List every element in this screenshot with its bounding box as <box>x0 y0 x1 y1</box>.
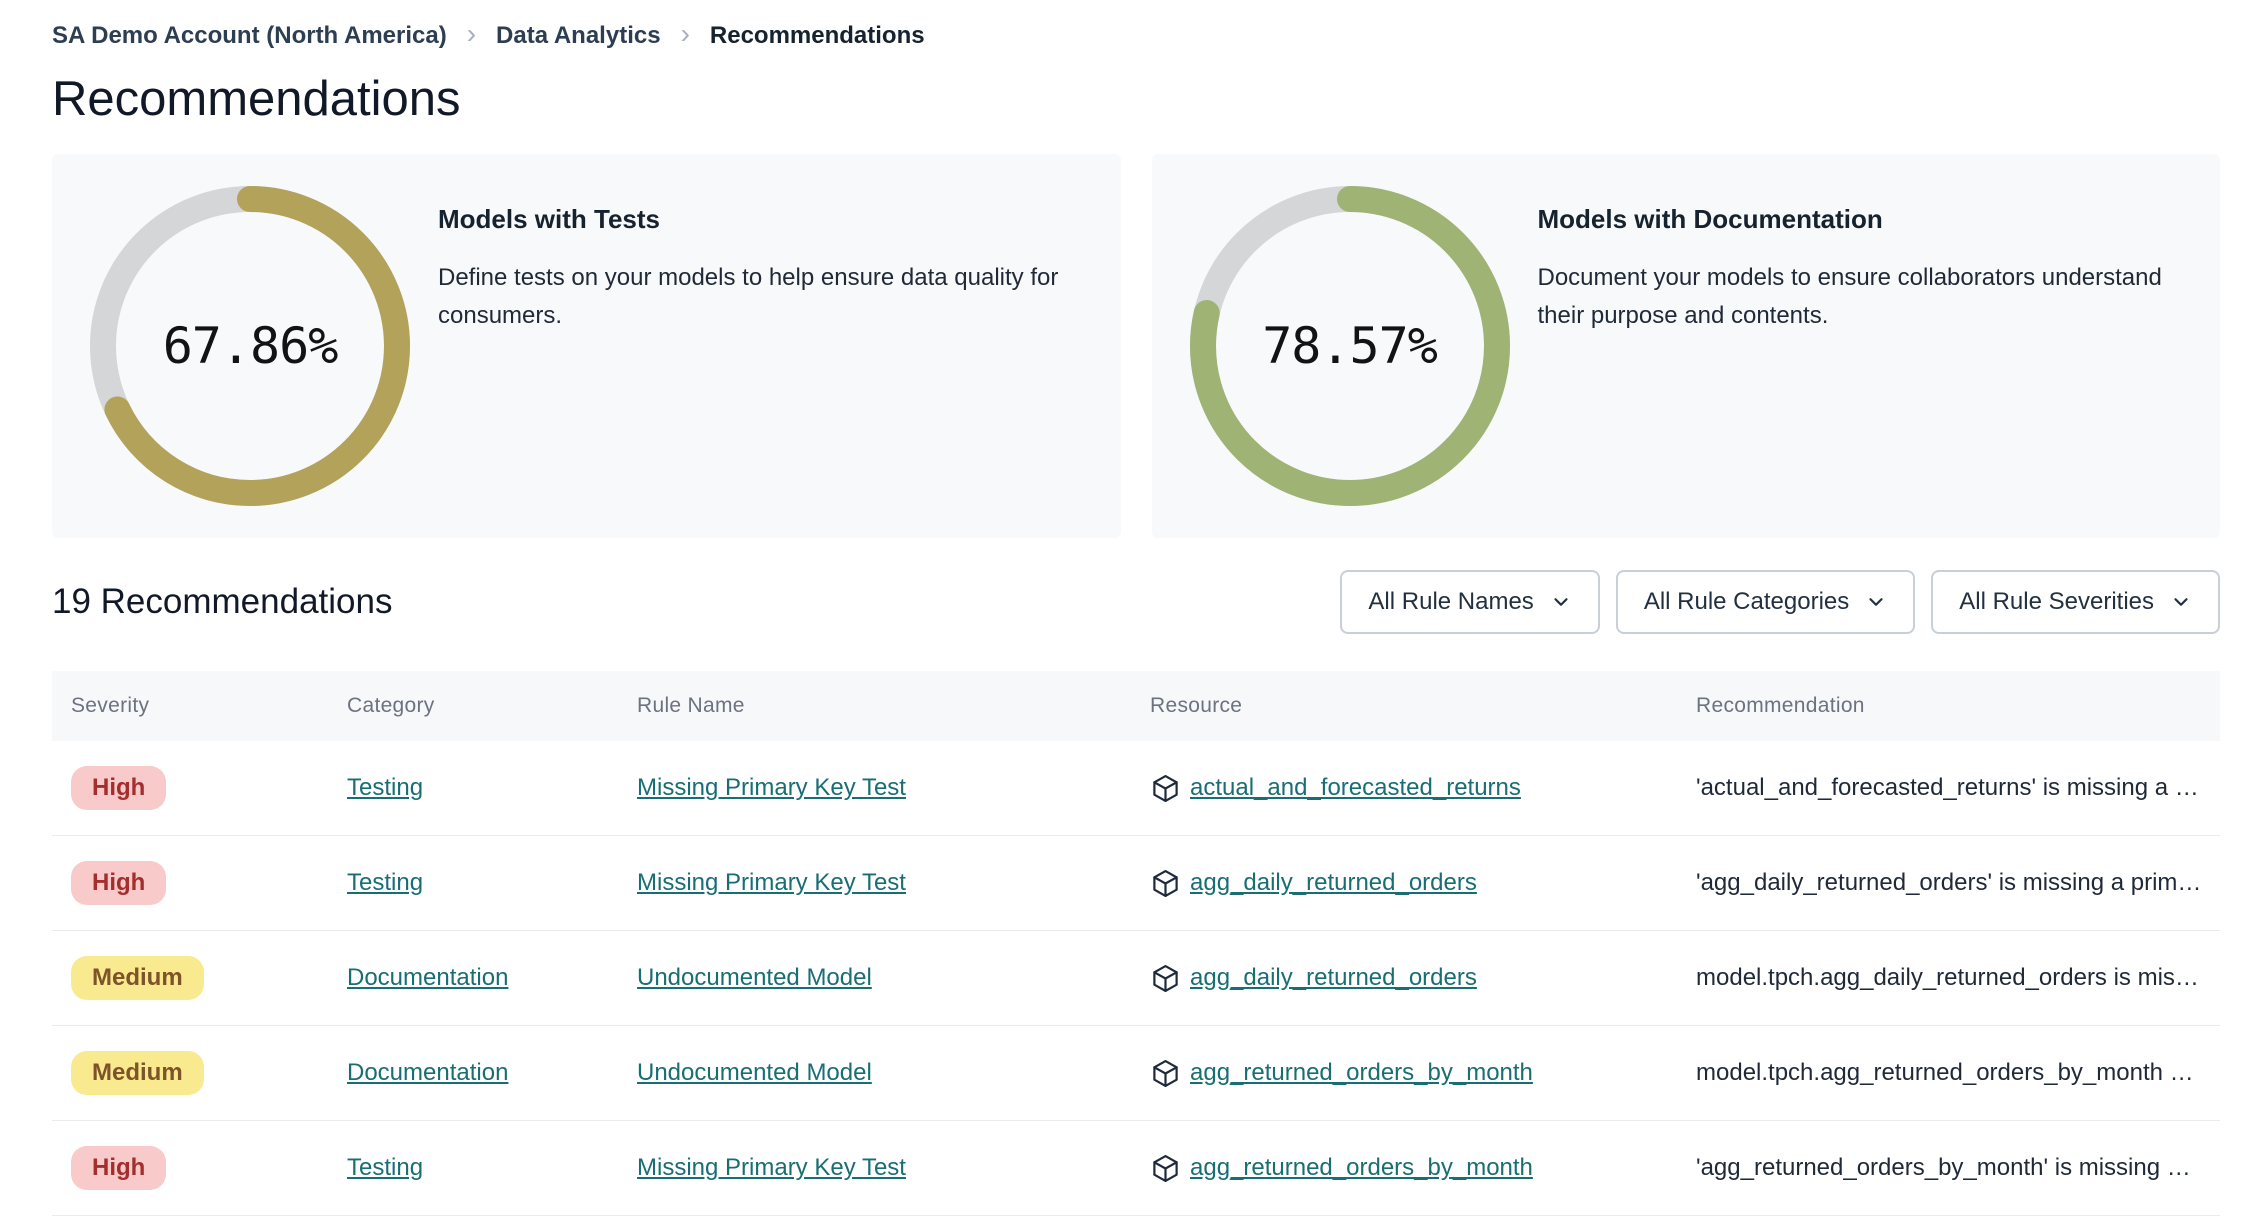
category-link[interactable]: Documentation <box>347 964 509 991</box>
resource-link[interactable]: actual_and_forecasted_returns <box>1190 774 1521 801</box>
recommendation-text: model.tpch.agg_daily_returned_orders is … <box>1696 964 2199 991</box>
column-header-rule-name: Rule Name <box>637 694 745 717</box>
chevron-down-icon <box>2174 598 2188 606</box>
table-body: High Testing Missing Primary Key Test ac… <box>52 741 2220 1216</box>
rule-name-link[interactable]: Missing Primary Key Test <box>637 1154 906 1181</box>
metric-cards: 67.86% Models with Tests Define tests on… <box>52 154 2220 538</box>
models-with-documentation-card: 78.57% Models with Documentation Documen… <box>1151 154 2220 538</box>
category-link[interactable]: Documentation <box>347 1059 509 1086</box>
tests-donut-chart: 67.86% <box>90 186 410 506</box>
card-title: Models with Documentation <box>1537 204 1883 234</box>
models-with-tests-card: 67.86% Models with Tests Define tests on… <box>52 154 1121 538</box>
category-link[interactable]: Testing <box>347 774 424 801</box>
list-header: 19 Recommendations All Rule Names All Ru… <box>52 570 2220 634</box>
category-link[interactable]: Testing <box>347 869 424 896</box>
filter-label: All Rule Categories <box>1643 588 1850 615</box>
resource-link[interactable]: agg_returned_orders_by_month <box>1190 1059 1533 1086</box>
table-row: High Testing Missing Primary Key Test ac… <box>52 741 2220 836</box>
recommendation-text: 'actual_and_forecasted_returns' is missi… <box>1696 774 2199 801</box>
rule-name-link[interactable]: Undocumented Model <box>637 1059 872 1086</box>
column-header-severity: Severity <box>71 694 150 717</box>
filter-label: All Rule Severities <box>1959 588 2154 615</box>
card-title: Models with Tests <box>438 204 660 234</box>
breadcrumb-current: Recommendations <box>709 22 925 49</box>
severity-badge: Medium <box>71 1050 204 1096</box>
breadcrumb-project-link[interactable]: Data Analytics <box>496 22 661 49</box>
table-row: Medium Documentation Undocumented Model … <box>52 1026 2220 1121</box>
resource-link[interactable]: agg_returned_orders_by_month <box>1190 1154 1533 1181</box>
table-row: Medium Documentation Undocumented Model … <box>52 931 2220 1026</box>
breadcrumb-account-link[interactable]: SA Demo Account (North America) <box>52 22 447 49</box>
column-header-category: Category <box>347 694 435 717</box>
documentation-donut-chart: 78.57% <box>1189 186 1510 506</box>
resource-link[interactable]: agg_daily_returned_orders <box>1190 869 1477 896</box>
model-cube-icon <box>1150 868 1181 899</box>
breadcrumb: SA Demo Account (North America) › Data A… <box>52 18 2220 50</box>
column-header-resource: Resource <box>1150 694 1243 717</box>
rule-severities-filter-dropdown[interactable]: All Rule Severities <box>1931 570 2220 634</box>
model-cube-icon <box>1150 963 1181 994</box>
rule-name-link[interactable]: Missing Primary Key Test <box>637 774 906 801</box>
table-header-row: Severity Category Rule Name Resource Rec… <box>52 671 2220 741</box>
page-title: Recommendations <box>52 72 461 126</box>
severity-badge: High <box>71 765 167 811</box>
chevron-right-icon: › <box>466 18 477 49</box>
tests-percent-value: 67.86% <box>162 317 339 375</box>
recommendation-text: 'agg_daily_returned_orders' is missing a… <box>1696 869 2202 896</box>
recommendation-text: model.tpch.agg_returned_orders_by_month … <box>1696 1059 2194 1086</box>
card-description: Document your models to ensure collabora… <box>1537 264 2162 329</box>
rule-name-link[interactable]: Undocumented Model <box>637 964 872 991</box>
filter-label: All Rule Names <box>1368 588 1534 615</box>
category-link[interactable]: Testing <box>347 1154 424 1181</box>
resource-link[interactable]: agg_daily_returned_orders <box>1190 964 1477 991</box>
model-cube-icon <box>1150 1058 1181 1089</box>
rule-categories-filter-dropdown[interactable]: All Rule Categories <box>1615 570 1916 634</box>
table-row: High Testing Missing Primary Key Test ag… <box>52 1121 2220 1216</box>
card-description: Define tests on your models to help ensu… <box>438 264 1059 329</box>
model-cube-icon <box>1150 773 1181 804</box>
model-cube-icon <box>1150 1153 1181 1184</box>
rule-name-link[interactable]: Missing Primary Key Test <box>637 869 906 896</box>
chevron-down-icon <box>1869 598 1883 606</box>
recommendations-table: Severity Category Rule Name Resource Rec… <box>52 671 2220 1216</box>
rule-names-filter-dropdown[interactable]: All Rule Names <box>1340 570 1600 634</box>
recommendation-text: 'agg_returned_orders_by_month' is missin… <box>1696 1154 2191 1181</box>
chevron-right-icon: › <box>680 18 690 49</box>
severity-badge: Medium <box>71 955 204 1001</box>
recommendations-count: 19 Recommendations <box>52 582 393 621</box>
severity-badge: High <box>71 1145 167 1191</box>
table-row: High Testing Missing Primary Key Test ag… <box>52 836 2220 931</box>
severity-badge: High <box>71 860 167 906</box>
documentation-percent-value: 78.57% <box>1262 317 1438 375</box>
chevron-down-icon <box>1554 598 1568 606</box>
filter-bar: All Rule Names All Rule Categories All R… <box>1340 570 2220 634</box>
column-header-recommendation: Recommendation <box>1696 694 1865 717</box>
